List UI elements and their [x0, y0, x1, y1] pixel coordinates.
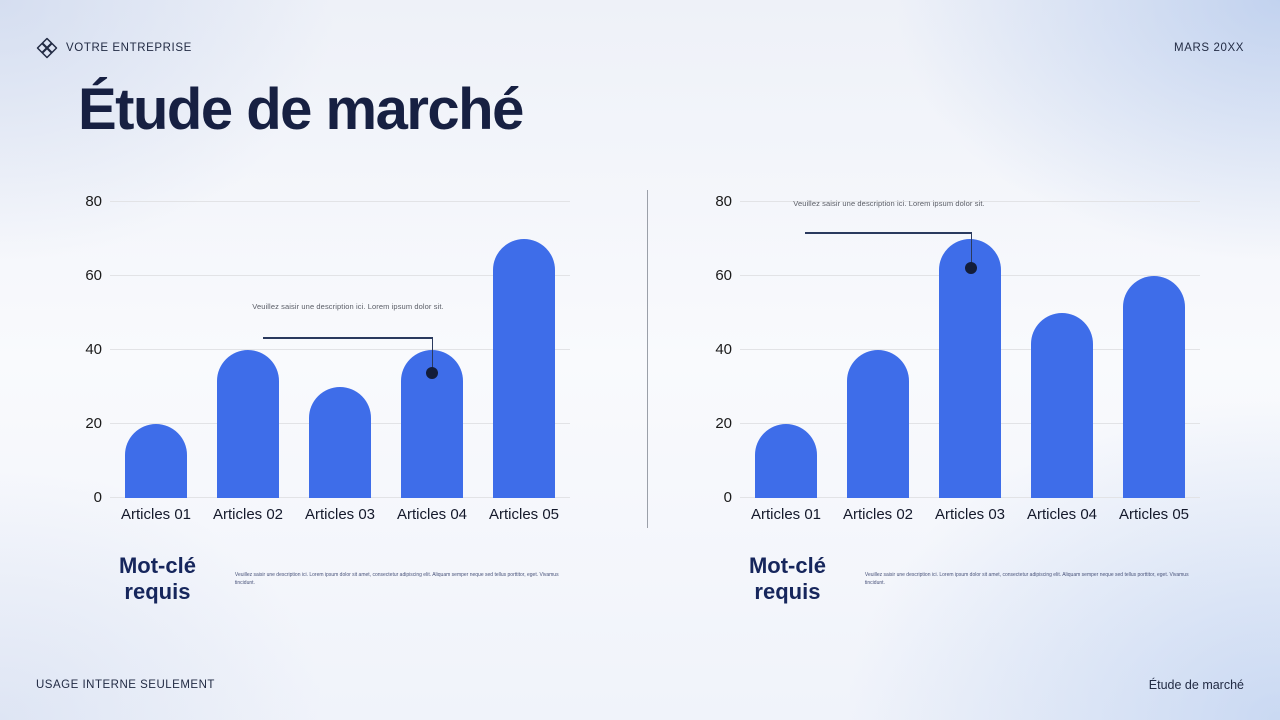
- keyword-description: Veuillez saisir une description ici. Lor…: [234, 572, 559, 587]
- y-tick-label: 60: [715, 267, 732, 284]
- x-tick-label: Articles 03: [304, 506, 376, 523]
- keyword-title: Mot-clé requis: [748, 553, 826, 605]
- keyword-section-left: Mot-clé requis Veuillez saisir une descr…: [100, 553, 572, 606]
- footer-classification: USAGE INTERNE SEULEMENT: [36, 679, 215, 691]
- x-tick-label: Articles 04: [1026, 506, 1098, 523]
- plot-area-left: Veuillez saisir une description ici. Lor…: [110, 201, 570, 498]
- callout-line-horizontal: [263, 337, 433, 339]
- bar-chart-left: 0 20 40 60 80 Veuillez saisir une descriptio…: [80, 193, 572, 506]
- date-label: MARS 20XX: [1174, 42, 1244, 54]
- header: VOTRE ENTREPRISE MARS 20XX: [36, 36, 1244, 60]
- y-axis-left: 0 20 40 60 80: [80, 193, 110, 506]
- x-tick-label: Articles 03: [934, 506, 1006, 523]
- brand: VOTRE ENTREPRISE: [36, 37, 192, 59]
- woven-knot-logo-icon: [36, 37, 58, 59]
- callout-dot: [965, 262, 977, 274]
- gridline: [740, 201, 1200, 202]
- x-tick-label: Articles 04: [396, 506, 468, 523]
- bar-chart-right: 0 20 40 60 80 Veuillez saisir une descriptio…: [710, 193, 1202, 506]
- footer-slide-title: Étude de marché: [1148, 678, 1244, 692]
- bar-articles-03: [939, 239, 1001, 498]
- callout-dot: [426, 367, 438, 379]
- chart-block-right: 0 20 40 60 80 Veuillez saisir une descriptio…: [710, 193, 1202, 606]
- bar-articles-02: [847, 350, 909, 498]
- y-tick-label: 40: [715, 341, 732, 358]
- y-tick-label: 20: [715, 415, 732, 432]
- callout-line-horizontal: [805, 232, 972, 234]
- vertical-divider: [647, 190, 648, 528]
- annotation-text: Veuillez saisir une description ici. Lor…: [793, 199, 985, 208]
- bar-articles-03: [309, 387, 371, 498]
- bar-articles-01: [755, 424, 817, 498]
- y-axis-right: 0 20 40 60 80: [710, 193, 740, 506]
- brand-name: VOTRE ENTREPRISE: [66, 42, 192, 54]
- plot-area-right: Veuillez saisir une description ici. Lor…: [740, 199, 1200, 498]
- keyword-description: Veuillez saisir une description ici. Lor…: [864, 572, 1189, 587]
- bar-articles-02: [217, 350, 279, 498]
- keyword-title: Mot-clé requis: [118, 553, 196, 605]
- y-tick-label: 80: [715, 193, 732, 210]
- y-tick-label: 40: [85, 341, 102, 358]
- x-tick-label: Articles 02: [212, 506, 284, 523]
- x-axis-left: Articles 01 Articles 02 Articles 03 Article…: [110, 506, 572, 523]
- chart-block-left: 0 20 40 60 80 Veuillez saisir une descriptio…: [80, 193, 572, 606]
- annotation-text: Veuillez saisir une description ici. Lor…: [252, 302, 444, 311]
- y-tick-label: 20: [85, 415, 102, 432]
- x-tick-label: Articles 01: [120, 506, 192, 523]
- y-tick-label: 0: [723, 489, 732, 506]
- x-axis-right: Articles 01 Articles 02 Articles 03 Article…: [740, 506, 1202, 523]
- bar-articles-04: [1031, 313, 1093, 498]
- callout-line-vertical: [970, 232, 972, 269]
- bar-articles-01: [125, 424, 187, 498]
- x-tick-label: Articles 02: [842, 506, 914, 523]
- gridline: [110, 201, 570, 202]
- y-tick-label: 80: [85, 193, 102, 210]
- bar-articles-05: [1123, 276, 1185, 498]
- bar-articles-05: [493, 239, 555, 498]
- x-tick-label: Articles 05: [488, 506, 560, 523]
- x-tick-label: Articles 05: [1118, 506, 1190, 523]
- gridline: [110, 349, 570, 350]
- callout-line-vertical: [431, 337, 433, 374]
- footer: USAGE INTERNE SEULEMENT Étude de marché: [36, 678, 1244, 692]
- page-title: Étude de marché: [78, 77, 524, 142]
- gridline: [110, 275, 570, 276]
- x-tick-label: Articles 01: [750, 506, 822, 523]
- keyword-section-right: Mot-clé requis Veuillez saisir une descr…: [730, 553, 1202, 606]
- y-tick-label: 60: [85, 267, 102, 284]
- y-tick-label: 0: [93, 489, 102, 506]
